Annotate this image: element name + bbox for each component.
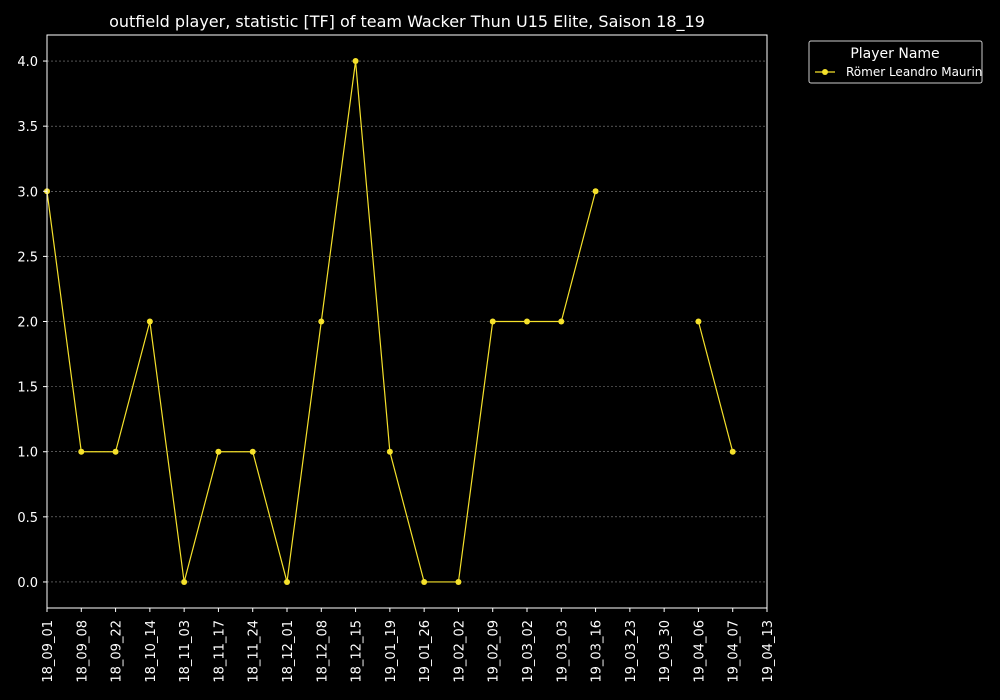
data-point (112, 448, 119, 455)
y-tick-label: 2.5 (17, 250, 38, 265)
data-point (489, 318, 496, 325)
x-tick-label: 19_04_07 (727, 620, 742, 683)
data-point (524, 318, 530, 325)
data-point (78, 448, 85, 455)
x-tick-label: 19_01_26 (418, 620, 433, 683)
data-point (215, 448, 222, 455)
y-tick-label: 4.0 (17, 55, 38, 70)
y-tick-label: 0.0 (17, 576, 38, 591)
x-tick-label: 18_09_01 (41, 620, 56, 683)
y-axis: 0.0 0.5 1.0 1.5 2.0 2.5 3.0 3.5 4.0 (17, 55, 47, 591)
x-tick-label: 18_11_03 (178, 620, 193, 683)
data-point (386, 448, 393, 455)
y-tick-label: 1.0 (17, 446, 38, 461)
data-point (284, 578, 290, 585)
data-point (249, 448, 256, 455)
data-point (181, 578, 188, 585)
x-tick-label: 19_01_19 (384, 620, 399, 683)
legend: Player Name Römer Leandro Maurin (808, 40, 983, 84)
x-tick-label: 18_12_01 (281, 620, 296, 683)
legend-title: Player Name (850, 46, 939, 62)
data-point (695, 318, 702, 325)
y-tick-label: 3.0 (17, 185, 38, 200)
data-point (352, 58, 359, 65)
data-point (146, 318, 153, 325)
data-point (318, 318, 325, 325)
data-point (455, 578, 462, 585)
data-point (592, 188, 599, 195)
x-tick-label: 18_11_17 (212, 620, 227, 683)
x-tick-label: 19_04_06 (692, 620, 707, 683)
x-tick-label: 18_12_08 (315, 620, 330, 683)
x-tick-label: 19_03_23 (624, 620, 639, 683)
x-tick-label: 18_10_14 (144, 620, 159, 683)
legend-entry-label: Römer Leandro Maurin (846, 65, 982, 79)
x-tick-label: 19_03_03 (555, 620, 570, 683)
y-tick-label: 1.5 (17, 381, 38, 396)
x-tick-label: 19_04_13 (761, 620, 776, 683)
x-tick-label: 19_03_16 (590, 620, 605, 683)
x-tick-label: 18_09_08 (75, 620, 90, 683)
data-point (558, 318, 565, 325)
data-point (729, 448, 736, 455)
x-axis: 18_09_01 18_09_08 18_09_22 18_10_14 18_11_03… (41, 608, 776, 683)
x-tick-label: 19_02_02 (452, 620, 467, 683)
x-tick-label: 18_09_22 (110, 620, 125, 683)
chart-title: outfield player, statistic [TF] of team … (109, 12, 705, 32)
grid-lines (47, 60, 767, 583)
series-line (697, 321, 734, 452)
x-tick-label: 19_02_09 (487, 620, 502, 683)
x-tick-label: 19_03_02 (521, 620, 536, 683)
y-tick-label: 0.5 (17, 511, 38, 526)
x-tick-label: 19_03_30 (658, 620, 673, 683)
y-tick-label: 2.0 (17, 316, 38, 331)
x-tick-label: 18_11_24 (247, 620, 262, 683)
x-tick-label: 18_12_15 (350, 620, 365, 683)
legend-box (808, 40, 983, 84)
legend-point-marker (822, 69, 828, 75)
y-tick-label: 3.5 (17, 120, 38, 135)
data-point (421, 578, 428, 585)
